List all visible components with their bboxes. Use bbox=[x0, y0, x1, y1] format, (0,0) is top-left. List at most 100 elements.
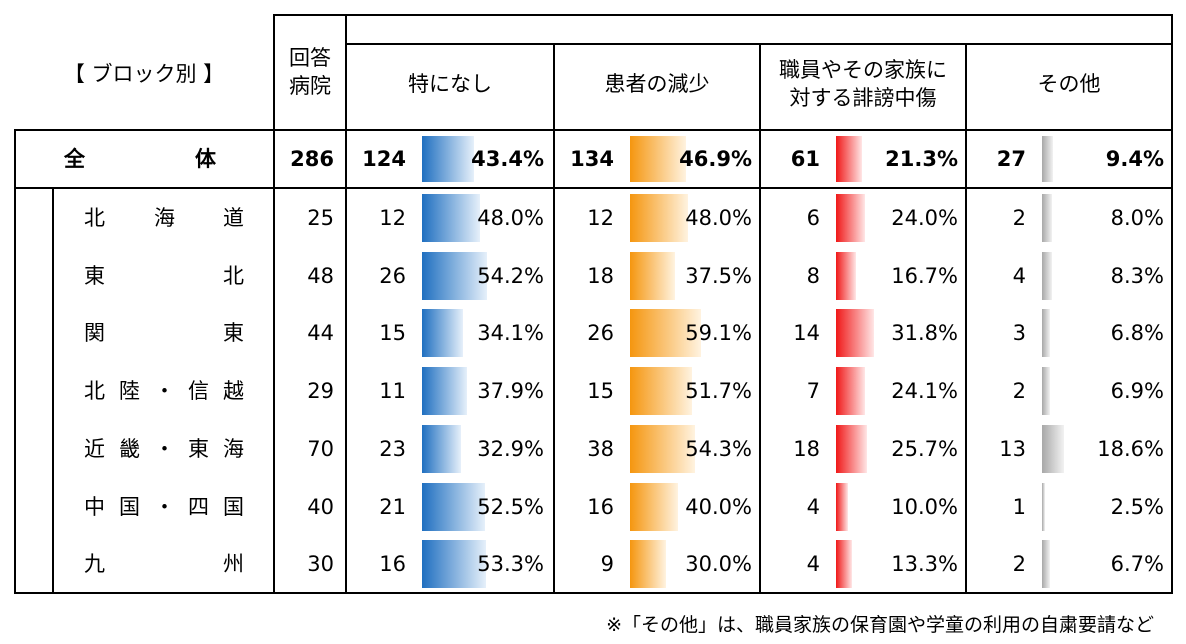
count-patient-decrease: 134 bbox=[570, 147, 614, 171]
count-none: 16 bbox=[379, 552, 406, 576]
region-label-char: 海 bbox=[154, 206, 175, 230]
percent-other: 8.0% bbox=[1110, 206, 1164, 230]
grid-line bbox=[274, 14, 1173, 16]
percent-patient-decrease: 40.0% bbox=[685, 495, 752, 519]
respondents-header-line: 病院 bbox=[289, 74, 331, 98]
region-label-char: 全 bbox=[64, 147, 85, 171]
count-slander: 61 bbox=[790, 147, 820, 171]
bar-patient-decrease bbox=[630, 425, 696, 473]
count-slander: 18 bbox=[793, 437, 820, 461]
region-label-char: 北 bbox=[84, 206, 105, 230]
region-label-char: 陸 bbox=[119, 379, 140, 403]
bar-slander bbox=[836, 309, 875, 357]
count-other: 4 bbox=[1012, 264, 1026, 288]
percent-other: 6.9% bbox=[1110, 379, 1164, 403]
region-label-char: 東 bbox=[188, 437, 209, 461]
percent-patient-decrease: 54.3% bbox=[685, 437, 752, 461]
percent-slander: 10.0% bbox=[891, 495, 958, 519]
bar-other bbox=[1042, 540, 1051, 588]
bar-none bbox=[422, 367, 468, 415]
grid-line bbox=[14, 592, 1173, 594]
count-patient-decrease: 16 bbox=[587, 495, 614, 519]
percent-patient-decrease: 59.1% bbox=[685, 321, 752, 345]
bar-slander bbox=[836, 483, 848, 531]
percent-slander: 13.3% bbox=[891, 552, 958, 576]
count-other: 3 bbox=[1012, 321, 1026, 345]
count-other: 2 bbox=[1012, 206, 1026, 230]
percent-other: 6.8% bbox=[1110, 321, 1164, 345]
bar-patient-decrease bbox=[630, 540, 666, 588]
region-label-char: 体 bbox=[195, 147, 216, 171]
bar-slander bbox=[836, 194, 865, 242]
bar-other bbox=[1042, 425, 1065, 473]
percent-slander: 16.7% bbox=[891, 264, 958, 288]
percent-slander: 25.7% bbox=[891, 437, 958, 461]
respondents-header: 回答 病院 bbox=[274, 44, 346, 124]
region-label-char: 近 bbox=[84, 437, 105, 461]
percent-none: 54.2% bbox=[477, 264, 544, 288]
percent-patient-decrease: 30.0% bbox=[685, 552, 752, 576]
count-patient-decrease: 26 bbox=[587, 321, 614, 345]
percent-none: 34.1% bbox=[477, 321, 544, 345]
hospital-count: 48 bbox=[307, 264, 334, 288]
grid-line bbox=[273, 14, 275, 594]
region-label-char: 信 bbox=[188, 379, 209, 403]
percent-none: 32.9% bbox=[477, 437, 544, 461]
hospital-count: 40 bbox=[307, 495, 334, 519]
percent-none: 43.4% bbox=[471, 147, 544, 171]
count-patient-decrease: 9 bbox=[600, 552, 614, 576]
percent-patient-decrease: 37.5% bbox=[685, 264, 752, 288]
category-header-other: その他 bbox=[1037, 72, 1101, 96]
grid-line bbox=[965, 43, 967, 594]
count-none: 21 bbox=[379, 495, 406, 519]
category-header-slander: 職員やその家族に 対する誹謗中傷 bbox=[760, 56, 966, 112]
region-label-char: 畿 bbox=[119, 437, 140, 461]
region-label-char: 中 bbox=[84, 495, 105, 519]
bar-patient-decrease bbox=[630, 194, 688, 242]
count-none: 124 bbox=[362, 147, 406, 171]
percent-none: 53.3% bbox=[477, 552, 544, 576]
percent-other: 8.3% bbox=[1110, 264, 1164, 288]
bar-none bbox=[422, 540, 486, 588]
bar-other bbox=[1042, 194, 1052, 242]
bar-slander bbox=[836, 425, 867, 473]
grid-line bbox=[14, 129, 16, 594]
region-label-char: ・ bbox=[154, 379, 175, 403]
bar-slander bbox=[836, 540, 852, 588]
grid-line bbox=[52, 187, 54, 594]
count-patient-decrease: 18 bbox=[587, 264, 614, 288]
bar-patient-decrease bbox=[630, 136, 687, 182]
category-header-patient-decrease: 患者の減少 bbox=[604, 72, 710, 96]
grid-line bbox=[14, 129, 1173, 131]
bar-none bbox=[422, 309, 463, 357]
grid-line bbox=[345, 14, 347, 594]
region-label-char: 四 bbox=[188, 495, 209, 519]
grid-line bbox=[759, 43, 761, 594]
region-label-char: 北 bbox=[84, 379, 105, 403]
count-patient-decrease: 38 bbox=[587, 437, 614, 461]
count-slander: 14 bbox=[793, 321, 820, 345]
count-slander: 8 bbox=[806, 264, 820, 288]
percent-other: 18.6% bbox=[1097, 437, 1164, 461]
count-none: 23 bbox=[379, 437, 406, 461]
bar-slander bbox=[836, 252, 857, 300]
region-label-char: 北 bbox=[223, 264, 244, 288]
region-label-char: 東 bbox=[223, 321, 244, 345]
region-label-char: ・ bbox=[154, 437, 175, 461]
count-none: 11 bbox=[379, 379, 406, 403]
count-none: 26 bbox=[379, 264, 406, 288]
count-other: 1 bbox=[1012, 495, 1026, 519]
grid-line bbox=[14, 187, 1173, 189]
percent-other: 6.7% bbox=[1110, 552, 1164, 576]
percent-slander: 21.3% bbox=[885, 147, 958, 171]
bar-none bbox=[422, 136, 475, 182]
bar-other bbox=[1042, 136, 1054, 182]
category-header-line: 職員やその家族に bbox=[779, 58, 947, 82]
bar-patient-decrease bbox=[630, 309, 701, 357]
bar-none bbox=[422, 194, 480, 242]
region-label-char: 越 bbox=[223, 379, 244, 403]
percent-patient-decrease: 48.0% bbox=[685, 206, 752, 230]
bar-other bbox=[1042, 367, 1051, 415]
percent-none: 37.9% bbox=[477, 379, 544, 403]
